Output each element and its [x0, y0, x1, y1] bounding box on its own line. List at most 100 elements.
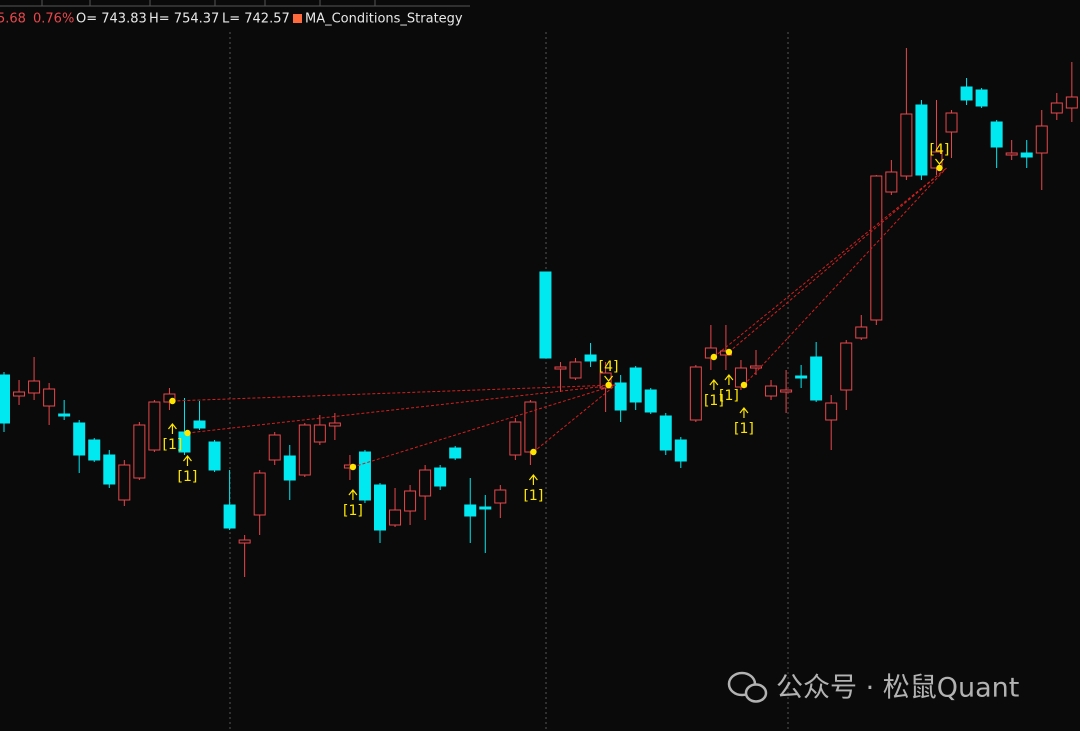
candle-body	[238, 539, 251, 544]
candle-body	[885, 171, 898, 193]
open-label: O= 743.83	[76, 12, 147, 27]
candle-body	[298, 424, 311, 476]
strategy-swatch	[293, 14, 302, 23]
candle-body	[28, 380, 41, 394]
candle-body	[133, 424, 146, 479]
trade-line	[187, 384, 616, 434]
signal-dot	[740, 381, 748, 389]
signal-arrow	[739, 407, 749, 418]
signal-dot	[936, 164, 943, 172]
trade-line	[728, 167, 947, 353]
candle-body	[419, 469, 432, 497]
signal-dot	[530, 448, 537, 456]
signal-dot	[710, 353, 718, 361]
candle-body	[464, 504, 477, 517]
candle-body	[374, 484, 386, 531]
candle-body	[88, 439, 101, 461]
candle-body	[434, 467, 447, 487]
signal-dot	[725, 348, 733, 356]
trade-line	[743, 167, 947, 386]
change-pct: 0.76%	[33, 12, 74, 27]
candle-body	[780, 389, 793, 393]
signal-label: [1]	[523, 488, 543, 504]
high-label: H= 754.37	[149, 12, 219, 27]
candle-body	[644, 389, 657, 413]
candle-body	[629, 367, 642, 403]
candle-body	[494, 489, 507, 504]
session-separators	[229, 32, 789, 731]
header: 5.68 0.76% O= 743.83 H= 754.37 L= 742.57…	[0, 12, 463, 27]
change: 5.68	[0, 12, 26, 27]
strategy-name: MA_Conditions_Strategy	[305, 12, 463, 27]
candle-body	[765, 385, 778, 397]
signal-arrow	[528, 474, 538, 485]
candle-body	[840, 342, 853, 391]
candle-body	[103, 454, 116, 485]
signal-label: [1]	[734, 421, 754, 437]
candle-body	[900, 113, 913, 177]
candle-body	[584, 354, 597, 362]
candle-body	[1065, 96, 1078, 109]
candle-body	[915, 104, 928, 176]
candle-body	[855, 326, 868, 339]
candle-body	[328, 422, 341, 427]
candle-body	[43, 388, 56, 407]
signal-dot	[184, 429, 191, 437]
candle-body	[253, 472, 266, 516]
candle-body	[389, 509, 402, 526]
candle-body	[810, 356, 823, 401]
candle-body	[825, 402, 838, 421]
candle-body	[1005, 152, 1018, 156]
candle-body	[193, 420, 206, 429]
candle-body	[870, 175, 883, 321]
plot: [1][1][1][1][4][1][1][1][4]	[0, 48, 1078, 577]
trade-line	[172, 384, 616, 402]
candle-body	[689, 366, 702, 421]
candle-body	[283, 455, 296, 481]
signal-arrow	[935, 158, 944, 165]
candle-body	[795, 375, 808, 379]
toolbar	[0, 0, 470, 7]
signal-label: [4]	[930, 142, 950, 158]
signal-label: [4]	[599, 359, 619, 375]
low-label: L= 742.57	[222, 12, 290, 27]
candle-body	[990, 121, 1003, 148]
candle-body	[1020, 152, 1033, 158]
candle-body	[479, 506, 492, 510]
candle-body	[223, 504, 236, 529]
candle-body	[1035, 125, 1048, 154]
signal-arrow	[709, 379, 719, 390]
candle-body	[148, 401, 161, 451]
candle-body	[975, 89, 988, 107]
candle-body	[73, 422, 86, 456]
signal-arrow	[604, 375, 614, 382]
signal-arrow	[348, 489, 358, 500]
signal-label: [1]	[178, 469, 198, 485]
candle-body	[313, 424, 326, 443]
candle-body	[569, 361, 582, 379]
candle-body	[58, 413, 71, 417]
candle-body	[268, 434, 281, 461]
signal-arrow	[724, 374, 734, 385]
candle-body	[554, 366, 567, 370]
candle-body	[13, 391, 26, 397]
candle-body	[404, 490, 417, 512]
signal-dot	[605, 381, 612, 389]
candle-body	[734, 367, 747, 388]
candle-body	[0, 374, 10, 424]
watermark-text: 公众号 · 松鼠Quant	[776, 673, 1019, 704]
signal-arrow	[183, 455, 192, 466]
candle-body	[118, 464, 131, 501]
candle-body	[750, 365, 762, 369]
signal-label: [1]	[704, 393, 724, 409]
candle-body	[208, 441, 221, 471]
candle-body	[1050, 102, 1063, 114]
candle-body	[674, 439, 687, 462]
candle-body	[358, 451, 371, 501]
trade-line	[352, 384, 616, 468]
candle-body	[599, 372, 612, 389]
wechat-icon	[744, 683, 768, 703]
